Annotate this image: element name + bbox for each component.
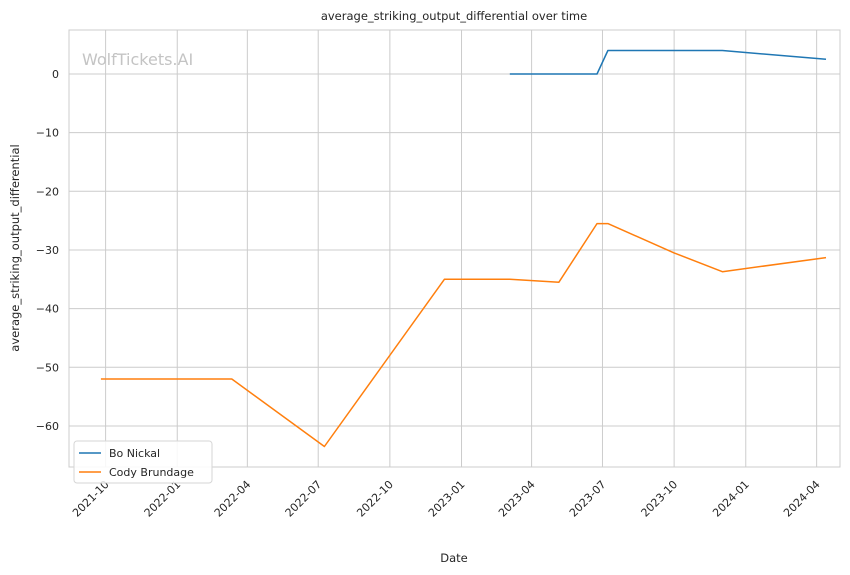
y-tick-label: −50 (36, 361, 59, 374)
y-tick-label: −20 (36, 185, 59, 198)
chart-title: average_striking_output_differential ove… (321, 9, 587, 23)
series-line-0 (509, 49, 827, 75)
grid (69, 30, 840, 467)
legend: Bo Nickal Cody Brundage (73, 440, 213, 484)
y-tick-label: −10 (36, 127, 59, 140)
y-tick-label: 0 (52, 68, 59, 81)
watermark: WolfTickets.AI (82, 50, 193, 69)
legend-label: Cody Brundage (109, 466, 194, 479)
y-tick-label: −60 (36, 420, 59, 433)
y-tick-label: −40 (36, 303, 59, 316)
y-axis-label: average_striking_output_differential (8, 144, 22, 351)
x-axis-label: Date (440, 551, 468, 565)
series-line-1 (100, 222, 827, 448)
legend-box (73, 440, 213, 484)
series-layer (100, 49, 827, 448)
plot-area: WolfTickets.AI (68, 29, 841, 468)
y-tick-label: −30 (36, 244, 59, 257)
y-axis: 0 −10 −20 −30 −40 −50 −60 (36, 68, 59, 433)
legend-label: Bo Nickal (109, 447, 160, 460)
plot-frame (68, 29, 841, 468)
